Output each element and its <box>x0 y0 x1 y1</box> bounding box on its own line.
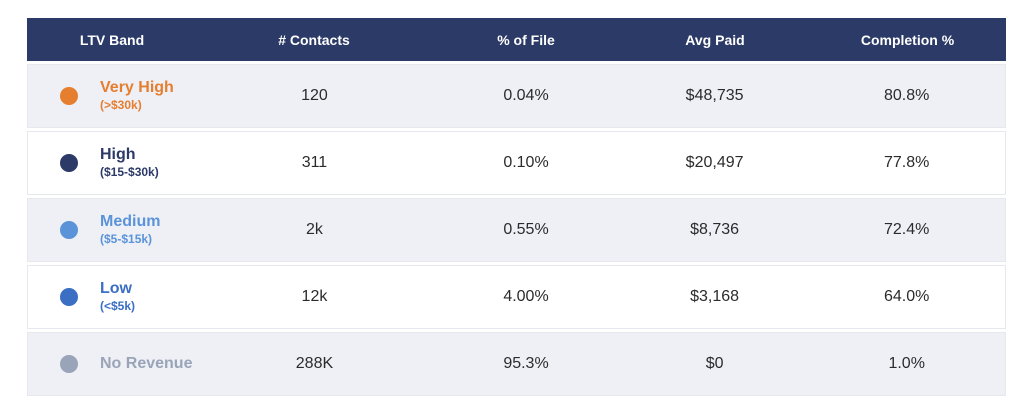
contacts-cell: 311 <box>301 154 328 171</box>
completion-cell: 64.0% <box>884 288 930 305</box>
band-range: ($15-$30k) <box>100 164 159 179</box>
pct-file-cell: 4.00% <box>503 288 549 305</box>
band-range: ($5-$15k) <box>100 231 153 246</box>
band-cell: Low (<$5k) <box>28 266 198 328</box>
pct-file-cell: 95.3% <box>503 355 549 372</box>
band-name: Low <box>100 280 132 298</box>
header-completion: Completion % <box>860 31 955 48</box>
header-avg-paid: Avg Paid <box>685 31 745 48</box>
table-header: LTV Band # Contacts % of File Avg Paid C… <box>27 18 1006 61</box>
avg-paid-cell: $8,736 <box>690 221 740 238</box>
table-row: Low (<$5k) 12k 4.00% $3,168 64.0% <box>27 265 1006 329</box>
band-cell: No Revenue <box>28 333 198 395</box>
header-ltv-band: LTV Band <box>79 31 145 48</box>
contacts-cell: 2k <box>306 221 323 238</box>
avg-paid-cell: $3,168 <box>690 288 740 305</box>
band-range: (<$5k) <box>100 298 136 313</box>
band-dot-high <box>60 154 78 172</box>
contacts-cell: 288K <box>295 355 334 372</box>
band-cell: High ($15-$30k) <box>28 132 198 194</box>
ltv-band-table: LTV Band # Contacts % of File Avg Paid C… <box>27 18 1006 396</box>
avg-paid-cell: $0 <box>705 355 724 372</box>
pct-file-cell: 0.10% <box>503 154 549 171</box>
contacts-cell: 120 <box>301 87 328 104</box>
band-cell: Medium ($5-$15k) <box>28 199 198 261</box>
table-row: No Revenue 288K 95.3% $0 1.0% <box>27 332 1006 396</box>
completion-cell: 77.8% <box>884 154 930 171</box>
band-range: (>$30k) <box>100 97 142 112</box>
avg-paid-cell: $48,735 <box>685 87 744 104</box>
table-row: Medium ($5-$15k) 2k 0.55% $8,736 72.4% <box>27 198 1006 262</box>
pct-file-cell: 0.55% <box>503 221 549 238</box>
table-row: High ($15-$30k) 311 0.10% $20,497 77.8% <box>27 131 1006 195</box>
contacts-cell: 12k <box>301 288 328 305</box>
table-row: Very High (>$30k) 120 0.04% $48,735 80.8… <box>27 64 1006 128</box>
pct-file-cell: 0.04% <box>503 87 549 104</box>
band-cell: Very High (>$30k) <box>28 65 198 127</box>
completion-cell: 80.8% <box>884 87 930 104</box>
completion-cell: 1.0% <box>888 355 925 372</box>
band-name: High <box>100 146 136 164</box>
band-name: No Revenue <box>100 354 193 372</box>
header-pct-file: % of File <box>497 31 555 48</box>
completion-cell: 72.4% <box>884 221 930 238</box>
avg-paid-cell: $20,497 <box>685 154 744 171</box>
band-dot-low <box>60 288 78 306</box>
band-dot-medium <box>60 221 78 239</box>
band-name: Very High <box>100 79 174 97</box>
band-name: Medium <box>100 213 161 231</box>
band-dot-very-high <box>60 87 78 105</box>
header-contacts: # Contacts <box>278 31 350 48</box>
band-dot-no-revenue <box>60 355 78 373</box>
